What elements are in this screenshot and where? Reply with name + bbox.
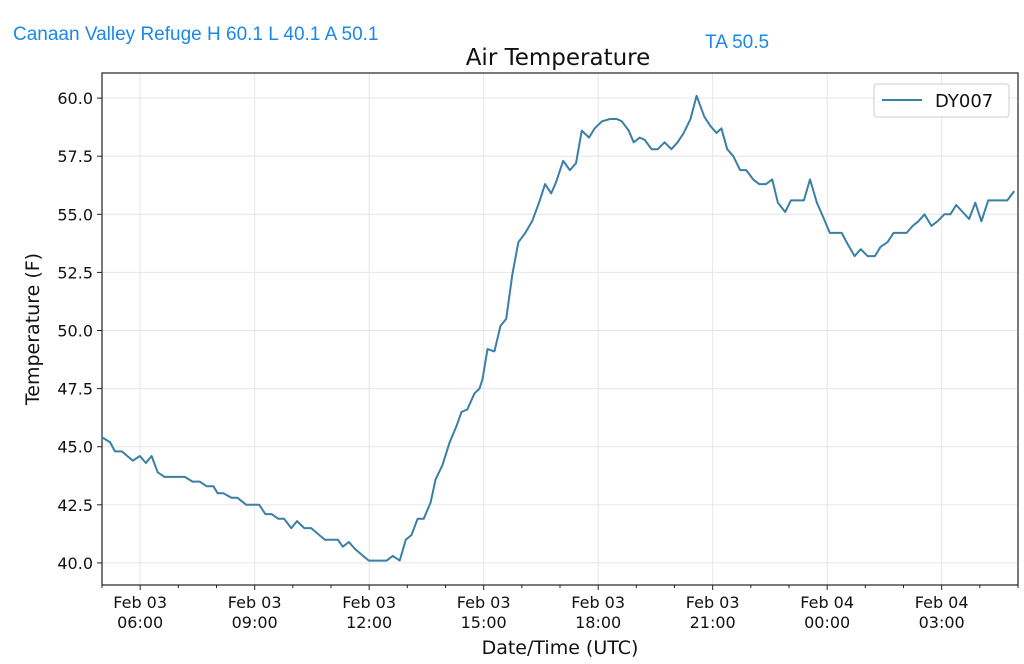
- y-tick-label: 57.5: [57, 147, 93, 166]
- x-tick-label-time: 03:00: [919, 613, 965, 632]
- y-tick-label: 60.0: [57, 89, 93, 108]
- x-tick-label-date: Feb 03: [571, 593, 625, 612]
- y-tick-label: 40.0: [57, 554, 93, 573]
- x-tick-label-date: Feb 03: [228, 593, 282, 612]
- plot-frame: [101, 72, 1019, 586]
- grid: [102, 73, 1018, 585]
- x-tick-label-date: Feb 03: [113, 593, 167, 612]
- x-tick-label-date: Feb 03: [686, 593, 740, 612]
- x-tick-label-time: 06:00: [117, 613, 163, 632]
- x-tick-label-date: Feb 03: [342, 593, 396, 612]
- y-tick-label: 55.0: [57, 205, 93, 224]
- x-tick-label-time: 15:00: [461, 613, 507, 632]
- ta-readout: TA 50.5: [705, 32, 770, 53]
- legend-label: DY007: [935, 91, 993, 112]
- y-tick-label: 50.0: [57, 322, 93, 341]
- y-axis: 40.0 42.5 45.0 47.5 50.0 52.5 55.0 57.5 60.0: [57, 89, 102, 573]
- x-tick-label-time: 21:00: [690, 613, 736, 632]
- y-tick-label: 45.0: [57, 438, 93, 457]
- x-tick-label-date: Feb 04: [800, 593, 854, 612]
- x-tick-label-time: 00:00: [804, 613, 850, 632]
- series-line-dy007: [101, 94, 1016, 562]
- x-tick-label-date: Feb 03: [457, 593, 511, 612]
- x-tick-label-time: 12:00: [346, 613, 392, 632]
- x-tick-label-time: 09:00: [232, 613, 278, 632]
- station-summary: Canaan Valley Refuge H 60.1 L 40.1 A 50.…: [13, 24, 379, 45]
- chart-title: Air Temperature: [466, 45, 651, 71]
- x-tick-label-date: Feb 04: [915, 593, 969, 612]
- y-tick-label: 42.5: [57, 496, 93, 515]
- y-axis-label: Temperature (F): [22, 253, 44, 406]
- legend-box: [873, 83, 1010, 118]
- x-tick-label-time: 18:00: [575, 613, 621, 632]
- x-axis-label: Date/Time (UTC): [482, 637, 639, 659]
- legend: DY007: [873, 83, 1010, 118]
- y-tick-label: 52.5: [57, 263, 93, 282]
- y-tick-label: 47.5: [57, 380, 93, 399]
